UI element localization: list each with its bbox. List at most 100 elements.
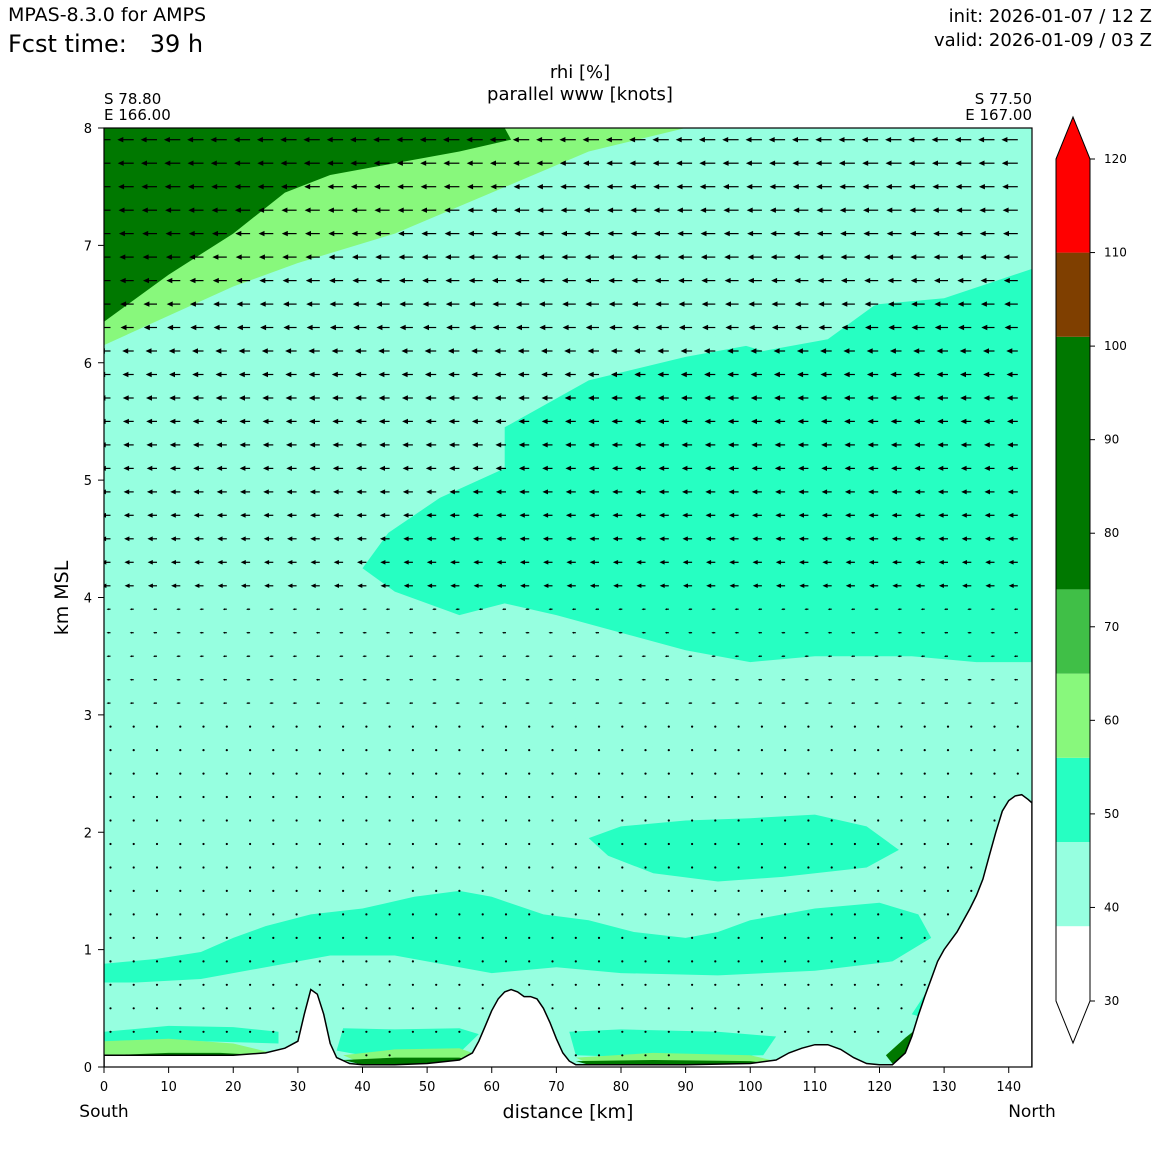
wind-vector-705: [571, 608, 576, 611]
x-axis: 0 10 20 30 40 50 60 70 80 90 100 110 120 130 140: [100, 1067, 1021, 1095]
wind-vector-1333: [281, 230, 297, 237]
wind-vector-head: [1004, 324, 1011, 331]
wind-vector-1244: [1004, 301, 1018, 307]
wind-vector-head: [269, 631, 272, 634]
wind-vector-564: [1013, 702, 1018, 705]
wind-vector-458: [411, 749, 414, 752]
wind-vector-248: [923, 889, 926, 893]
wind-vector-head: [652, 137, 659, 143]
wind-vector-head: [211, 184, 218, 190]
wind-vector-1307: [607, 254, 623, 260]
wind-vector-1365: [104, 209, 111, 211]
wind-vector-head: [984, 512, 991, 518]
wind-vector-296: [272, 842, 275, 846]
wind-vector-242: [784, 889, 787, 893]
wind-vector-115: [365, 960, 368, 963]
wind-vector-557: [850, 702, 855, 705]
wind-vector-304: [458, 842, 461, 846]
wind-vector-head: [259, 301, 266, 307]
wind-vector-1026: [588, 418, 599, 425]
wind-vector-head: [629, 184, 636, 190]
wind-vector-head: [543, 560, 549, 565]
wind-vector-162: [621, 936, 624, 940]
wind-vector-head: [165, 230, 172, 237]
wind-vector-15: [295, 1030, 298, 1033]
wind-vectors: [104, 137, 1019, 1057]
x-tick-label-100: 100: [738, 1080, 763, 1095]
wind-vector-1369: [188, 207, 204, 213]
wind-vector-795: [799, 560, 809, 565]
wind-vector-1398: [863, 207, 879, 213]
wind-vector-1072: [727, 395, 739, 401]
wind-vector-head: [262, 395, 269, 401]
wind-vector-head: [385, 702, 388, 705]
wind-vector-707: [618, 608, 623, 611]
wind-vector-205: [784, 913, 787, 916]
wind-vector-head: [595, 608, 598, 611]
wind-vector-head: [211, 207, 218, 213]
rhi-region-21: [104, 1002, 195, 1015]
wind-vector-head: [1002, 184, 1009, 190]
wind-vector-1426: [583, 184, 599, 190]
wind-vector-209: [877, 913, 880, 916]
wind-vector-1321: [933, 254, 948, 260]
wind-vector-386: [574, 795, 577, 799]
wind-vector-926: [123, 465, 134, 471]
wind-vector-head: [492, 324, 499, 331]
wind-vector-66: [853, 1007, 857, 1010]
wind-vector-1344: [537, 230, 553, 237]
wind-vector-head: [655, 301, 662, 307]
wind-vector-head: [821, 465, 827, 471]
wind-vector-954: [774, 465, 786, 471]
wind-vector-74: [225, 983, 228, 986]
wind-vector-100: [853, 983, 857, 986]
wind-vector-head: [653, 184, 660, 190]
wind-vector-56: [621, 1007, 624, 1010]
wind-vector-534: [315, 702, 320, 705]
wind-vector-head: [936, 348, 943, 354]
wind-vector-head: [269, 655, 272, 658]
wind-vector-head: [261, 348, 268, 354]
wind-vector-1413: [281, 184, 297, 190]
wind-vector-1519: [885, 137, 902, 143]
wind-vector-head: [310, 560, 316, 565]
wind-vector-547: [618, 702, 623, 705]
wind-vector-head: [682, 560, 688, 565]
wind-vector-head: [868, 489, 874, 495]
wind-vector-1270: [678, 277, 693, 284]
wind-vector-head: [607, 254, 614, 260]
wind-vector-1183: [516, 324, 530, 331]
wind-vector-164: [667, 936, 670, 940]
wind-vector-head: [280, 137, 287, 143]
wind-vector-head: [843, 371, 850, 378]
wind-vector-181: [225, 913, 228, 916]
wind-vector-head: [118, 207, 125, 213]
wind-vector-head: [212, 230, 218, 237]
wind-vector-head: [518, 395, 525, 401]
wind-vector-161: [597, 936, 601, 940]
wind-vector-head: [445, 254, 451, 260]
wind-vector-700: [455, 608, 460, 611]
wind-vector-head: [445, 301, 452, 307]
wind-vector-1371: [234, 207, 251, 213]
wind-vector-435: [807, 772, 810, 775]
wind-vector-head: [217, 560, 223, 565]
wind-vector-head: [863, 207, 869, 213]
wind-vector-head: [147, 536, 153, 542]
wind-vector-777: [380, 560, 390, 565]
wind-vector-head: [119, 277, 126, 284]
wind-vector-475: [807, 749, 810, 752]
wind-vector-head: [781, 678, 784, 681]
wind-vector-163: [644, 936, 647, 940]
wind-vector-head: [612, 560, 619, 565]
wind-vector-head: [425, 395, 432, 401]
wind-vector-1490: [210, 137, 227, 143]
wind-vector-448: [179, 749, 182, 752]
wind-vector-387: [597, 795, 601, 799]
wind-vector-head: [822, 536, 828, 542]
wind-vector-41: [202, 1007, 205, 1010]
wind-vector-1138: [401, 348, 413, 354]
wind-vector-1115: [797, 371, 809, 378]
wind-vector-479: [900, 749, 903, 752]
wind-vector-677: [850, 631, 855, 634]
